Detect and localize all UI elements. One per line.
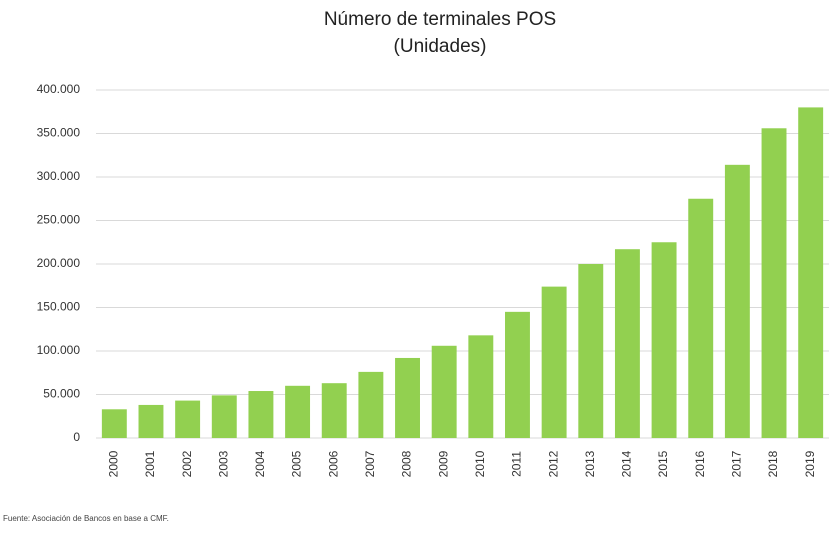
chart-title: Número de terminales POS — [324, 9, 556, 30]
x-tick-label: 2018 — [766, 450, 780, 477]
bar — [285, 385, 311, 438]
bar — [175, 400, 201, 438]
x-tick-label: 2008 — [400, 450, 414, 477]
bar — [395, 357, 420, 438]
bar — [101, 409, 127, 438]
bar — [431, 345, 457, 438]
y-tick-label: 350.000 — [37, 126, 81, 140]
x-tick-label: 2015 — [656, 450, 670, 477]
x-tick-label: 2012 — [546, 450, 560, 477]
x-tick-label: 2002 — [180, 450, 194, 477]
bar — [138, 404, 164, 438]
bar — [321, 383, 347, 438]
x-tick-label: 2005 — [290, 450, 304, 477]
y-tick-label: 100.000 — [37, 343, 81, 357]
x-tick-label: 2009 — [436, 450, 450, 477]
bar — [505, 311, 530, 438]
x-tick-label: 2004 — [253, 450, 267, 477]
bar — [651, 242, 677, 438]
x-tick-label: 2010 — [473, 450, 487, 477]
x-tick-label: 2017 — [730, 450, 744, 477]
x-tick-label: 2000 — [106, 450, 120, 477]
x-tick-label: 2007 — [363, 450, 377, 477]
source-note: Fuente: Asociación de Bancos en base a C… — [3, 514, 169, 523]
x-tick-label: 2006 — [326, 450, 340, 477]
bar — [798, 107, 824, 439]
y-tick-label: 150.000 — [37, 300, 81, 314]
x-tick-label: 2014 — [620, 450, 634, 477]
x-tick-label: 2013 — [583, 450, 597, 477]
bar — [541, 286, 567, 438]
bar — [724, 164, 750, 438]
y-tick-label: 400.000 — [37, 82, 81, 96]
chart-subtitle: (Unidades) — [394, 36, 487, 57]
bar — [761, 128, 787, 438]
bar — [688, 198, 714, 438]
x-tick-label: 2019 — [803, 450, 817, 477]
x-tick-label: 2003 — [216, 450, 230, 477]
bar — [468, 335, 494, 438]
y-tick-label: 0 — [73, 430, 80, 444]
bar — [358, 371, 384, 438]
bar — [211, 395, 237, 438]
y-tick-label: 50.000 — [43, 387, 80, 401]
bar — [578, 264, 604, 438]
x-tick-label: 2011 — [510, 451, 524, 477]
y-tick-label: 250.000 — [37, 213, 81, 227]
bar — [614, 249, 640, 438]
x-tick-label: 2016 — [693, 450, 707, 477]
bar — [248, 391, 274, 438]
y-tick-label: 300.000 — [37, 169, 81, 183]
y-tick-label: 200.000 — [37, 256, 81, 270]
x-tick-label: 2001 — [143, 450, 157, 477]
